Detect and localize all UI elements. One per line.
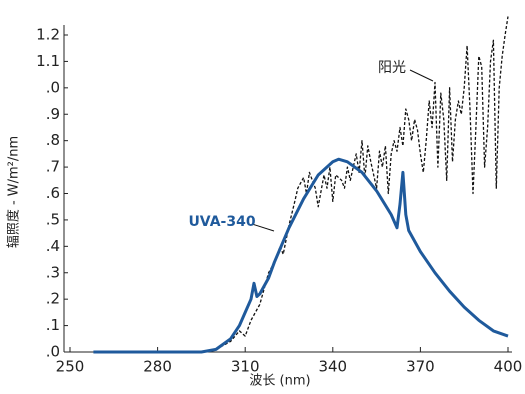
y-tick-label: .5	[46, 210, 60, 228]
y-tick-label: 1.2	[36, 26, 60, 44]
y-tick-label: .6	[46, 184, 60, 202]
y-tick-label: .0	[46, 78, 60, 96]
y-tick-label: 1.1	[36, 52, 60, 70]
x-axis-label: 波长 (nm)	[249, 374, 310, 389]
annotation: UVA-340	[188, 214, 255, 230]
y-tick-label: .7	[46, 158, 60, 176]
annotation-leader	[251, 223, 275, 232]
y-axis-label: 辐照度 - W/m²/nm	[6, 136, 22, 248]
x-tick-label: 370	[406, 358, 435, 376]
y-tick-label: .0	[46, 343, 60, 361]
annotation-leader	[409, 69, 434, 82]
x-tick-label: 250	[56, 358, 85, 376]
y-tick-label: .1	[46, 316, 60, 334]
x-tick-label: 310	[231, 358, 260, 376]
y-tick-label: .9	[46, 105, 60, 123]
series-line	[201, 16, 509, 353]
x-tick-label: 280	[143, 358, 172, 376]
y-tick-label: .4	[46, 237, 60, 255]
y-tick-label: .2	[46, 290, 60, 308]
y-tick-label: .3	[46, 263, 60, 281]
annotation: 阳光	[378, 60, 406, 76]
x-tick-label: 340	[318, 358, 347, 376]
x-tick-label: 400	[494, 358, 523, 376]
y-tick-label: .8	[46, 131, 60, 149]
series-line	[93, 157, 509, 354]
